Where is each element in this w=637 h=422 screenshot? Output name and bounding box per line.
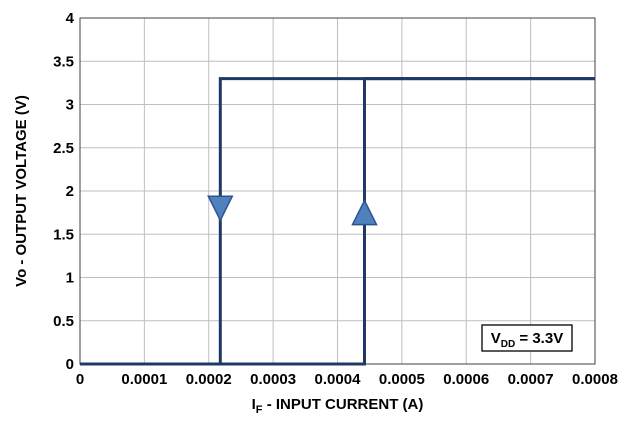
x-tick-label: 0.0006 — [443, 371, 489, 388]
vdd-annotation-text: VDD = 3.3V — [491, 330, 563, 350]
vdd-annotation-main: V — [491, 330, 501, 347]
arrow-up-marker — [351, 198, 378, 226]
x-tick-label: 0.0007 — [508, 371, 554, 388]
grid-lines — [79, 17, 596, 365]
x-tick-labels: 0 0.0001 0.0002 0.0003 0.0004 0.0005 0.0006 0.0… — [76, 371, 618, 388]
x-tick-label: 0 — [76, 371, 84, 388]
x-tick-label: 0.0004 — [315, 371, 362, 388]
y-tick-label: 1.5 — [53, 226, 74, 243]
y-tick-label: 2.5 — [53, 140, 74, 157]
x-axis-title-rest: - INPUT CURRENT (A) — [263, 396, 424, 413]
vdd-annotation-rest: = 3.3V — [515, 330, 563, 347]
x-axis-title-main: I — [252, 396, 256, 413]
arrow-down-marker — [207, 195, 234, 222]
y-tick-label: 3.5 — [53, 53, 74, 70]
arrow-markers — [207, 195, 378, 226]
x-tick-label: 0.0008 — [572, 371, 618, 388]
x-tick-label: 0.0002 — [186, 371, 232, 388]
x-tick-label: 0.0003 — [250, 371, 296, 388]
x-axis-title-subscript: F — [256, 404, 263, 416]
x-tick-label: 0.0001 — [121, 371, 167, 388]
x-axis-title: IF - INPUT CURRENT (A) — [252, 396, 424, 416]
y-tick-label: 4 — [66, 10, 75, 27]
y-tick-labels: 0 0.5 1 1.5 2 2.5 3 3.5 4 — [53, 10, 75, 373]
y-tick-label: 2 — [66, 183, 74, 200]
y-axis-title: Vo - OUTPUT VOLTAGE (V) — [13, 95, 30, 287]
y-tick-label: 0 — [66, 356, 74, 373]
y-tick-label: 1 — [66, 270, 74, 287]
y-tick-label: 0.5 — [53, 313, 74, 330]
vdd-annotation-subscript: DD — [501, 339, 515, 350]
y-tick-label: 3 — [66, 97, 74, 114]
x-tick-label: 0.0005 — [379, 371, 425, 388]
vdd-annotation: VDD = 3.3V — [481, 324, 573, 352]
vdd-annotation-box — [481, 324, 573, 352]
